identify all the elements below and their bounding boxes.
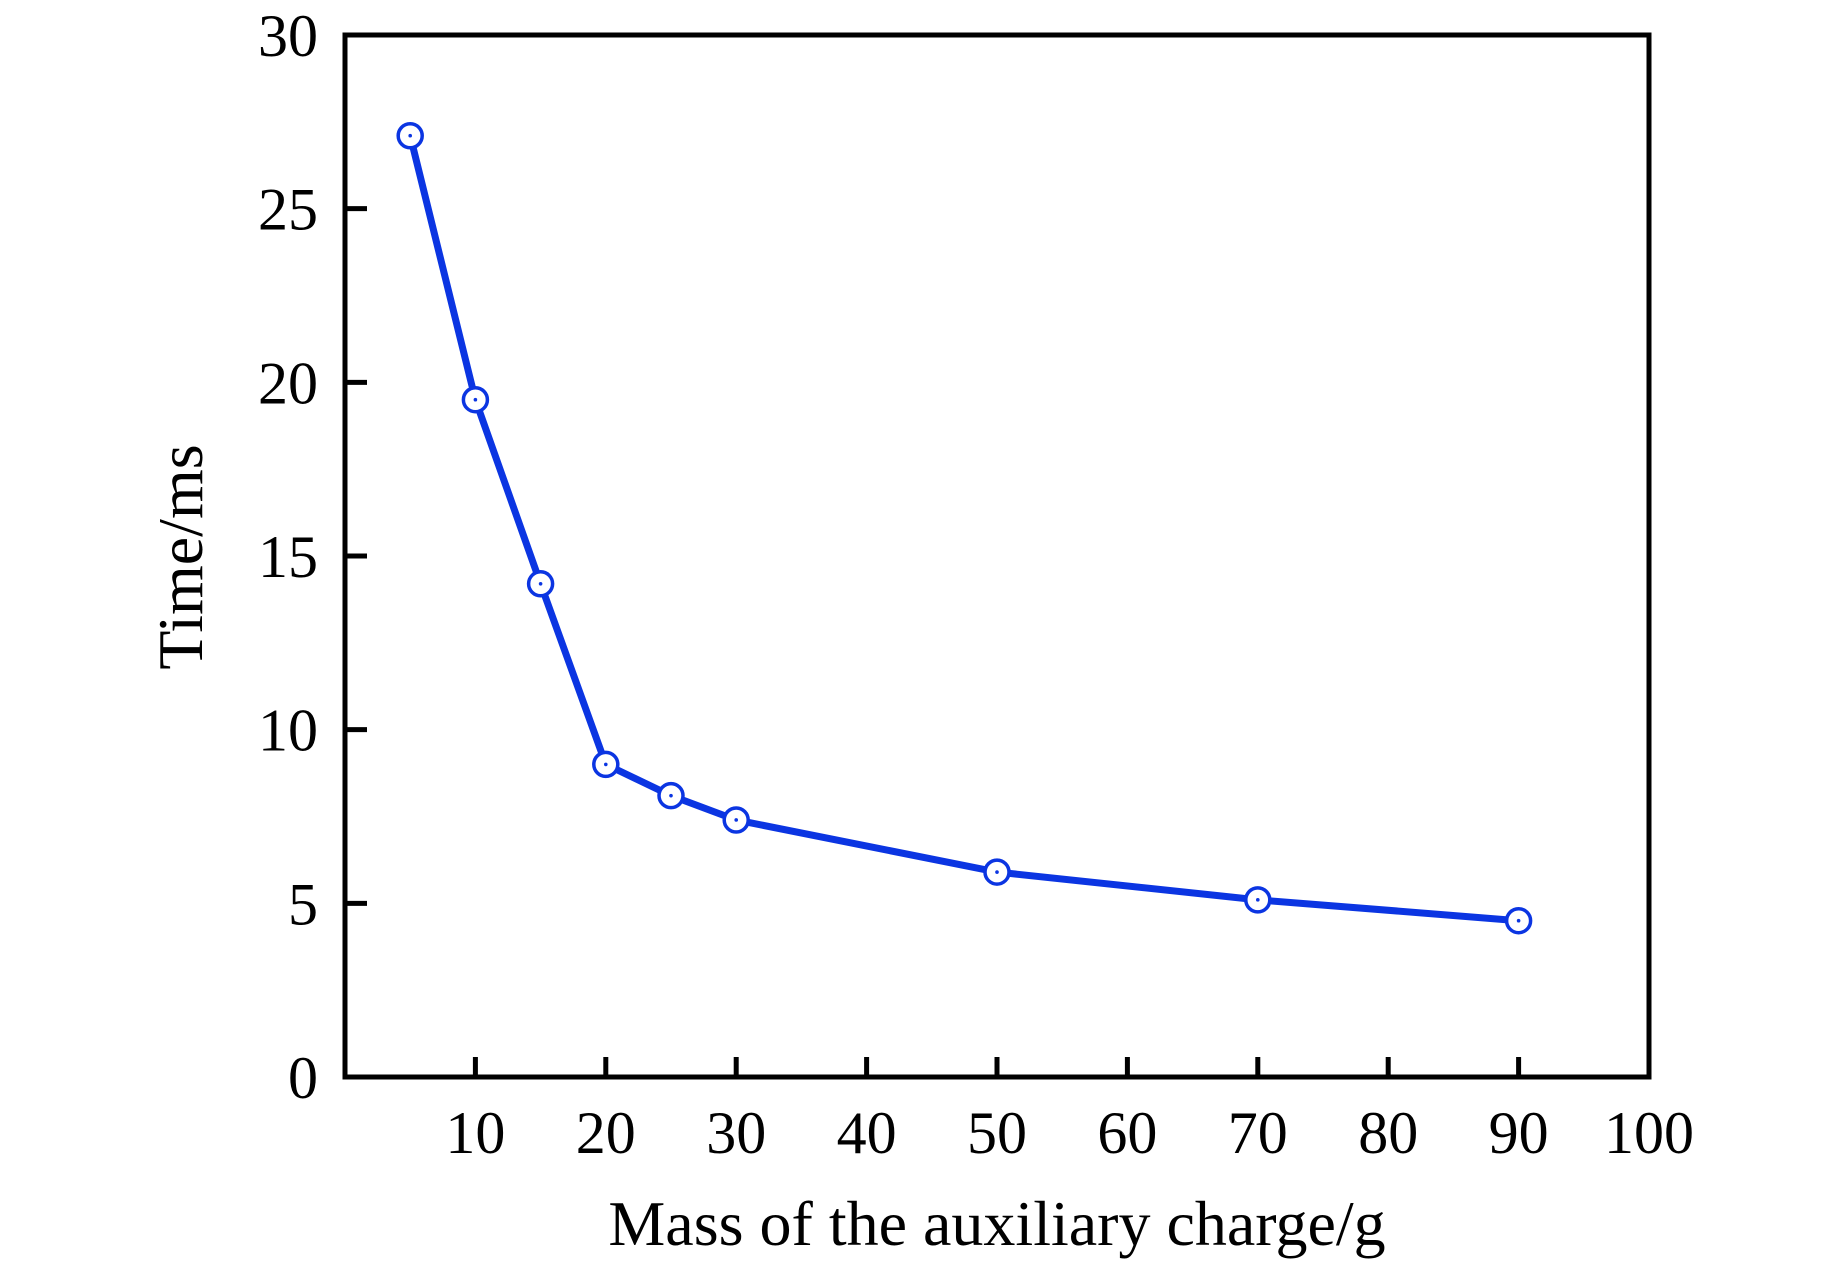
x-tick-label: 80	[1358, 1100, 1418, 1166]
data-point-center-dot	[734, 818, 738, 822]
x-tick-label: 60	[1097, 1100, 1157, 1166]
y-axis-title: Time/ms	[145, 444, 216, 669]
plot-area: 10 20 30 40 50 60 70 80 90 100 0 5 10 15 20 25 30	[258, 3, 1694, 1166]
x-tick-label: 30	[706, 1100, 766, 1166]
y-tick-label: 15	[258, 524, 318, 590]
data-point-center-dot	[473, 397, 478, 402]
x-tick-label: 70	[1228, 1100, 1288, 1166]
x-tick-label: 100	[1604, 1100, 1694, 1166]
data-point-center-dot	[604, 762, 608, 767]
data-point-center-dot	[1516, 918, 1521, 923]
data-point-center-dot	[408, 133, 413, 138]
x-tick-label: 50	[967, 1100, 1027, 1166]
y-tick-label: 0	[288, 1045, 318, 1111]
x-tick-label: 90	[1489, 1100, 1549, 1166]
x-axis-title: Mass of the auxiliary charge/g	[608, 1188, 1385, 1259]
plot-box	[342, 32, 1652, 1080]
data-point-center-dot	[669, 793, 673, 798]
data-point-center-dot	[1256, 898, 1260, 902]
y-tick-label: 30	[258, 3, 318, 69]
y-tick-label: 10	[258, 698, 318, 764]
x-tick-label: 10	[445, 1100, 505, 1166]
y-tick-label: 20	[258, 350, 318, 416]
data-line	[406, 134, 1519, 925]
data-point-center-dot	[538, 581, 543, 586]
x-tick-label: 40	[837, 1100, 897, 1166]
y-tick-label: 25	[258, 177, 318, 243]
data-point-center-dot	[995, 870, 999, 874]
x-tick-label: 20	[576, 1100, 636, 1166]
y-tick-label: 5	[288, 871, 318, 937]
